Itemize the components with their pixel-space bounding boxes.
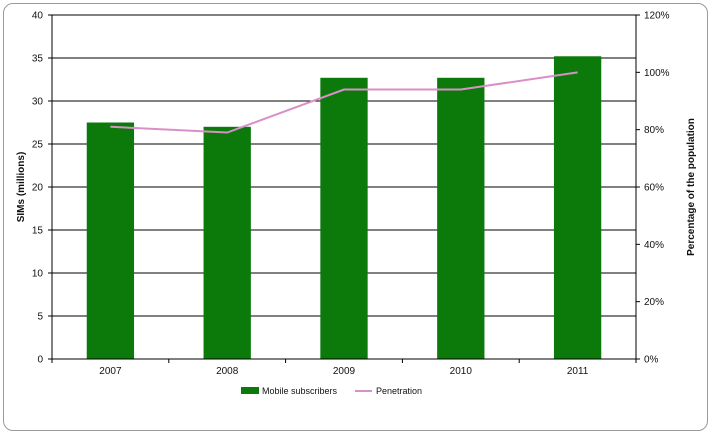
x-tick-label: 2008 xyxy=(216,366,239,377)
y-tick-label: 35 xyxy=(32,54,44,65)
bar-2007 xyxy=(86,122,135,359)
x-tick-labels: 2007 2008 2009 2010 2011 xyxy=(99,366,589,377)
line-series xyxy=(110,71,578,134)
legend: Mobile subscribers Penetration xyxy=(241,386,422,396)
y-tick-label: 20 xyxy=(32,183,44,194)
y-tick-label: 5 xyxy=(37,312,43,323)
bar-2008 xyxy=(203,126,251,359)
y-tick-label: 30 xyxy=(32,97,44,108)
y-tick-label: 40 xyxy=(32,11,44,22)
y-tick-label: 25 xyxy=(32,140,44,151)
y2-tick-label: 120% xyxy=(644,11,670,22)
y2-axis-label: Percentage of the population xyxy=(686,118,697,256)
legend-swatch-mobile-subscribers xyxy=(241,387,259,394)
x-tick-label: 2007 xyxy=(99,366,122,377)
right-tick-labels: 0% 20% 40% 60% 80% 100% 120% xyxy=(644,11,670,366)
left-tick-labels: 0 5 10 15 20 25 30 35 40 xyxy=(32,11,44,366)
y-tick-label: 10 xyxy=(32,269,44,280)
bar-2011 xyxy=(553,56,602,359)
y-tick-label: 15 xyxy=(32,226,44,237)
y2-tick-label: 100% xyxy=(644,68,670,79)
y2-tick-label: 80% xyxy=(644,125,664,136)
legend-label-mobile-subscribers: Mobile subscribers xyxy=(262,386,338,396)
x-tick-label: 2009 xyxy=(333,366,356,377)
bar-series xyxy=(86,56,602,359)
y-axis-label: SIMs (millions) xyxy=(16,152,27,223)
bar-2010 xyxy=(437,77,485,359)
x-tick-label: 2011 xyxy=(567,366,589,377)
y-tick-label: 0 xyxy=(37,355,43,366)
y2-tick-label: 20% xyxy=(644,297,664,308)
x-tick-label: 2010 xyxy=(450,366,473,377)
y2-tick-label: 0% xyxy=(644,355,659,366)
bar-2009 xyxy=(320,77,368,359)
axes xyxy=(48,14,640,363)
y2-tick-label: 40% xyxy=(644,240,664,251)
y2-tick-label: 60% xyxy=(644,183,664,194)
legend-label-penetration: Penetration xyxy=(376,386,422,396)
